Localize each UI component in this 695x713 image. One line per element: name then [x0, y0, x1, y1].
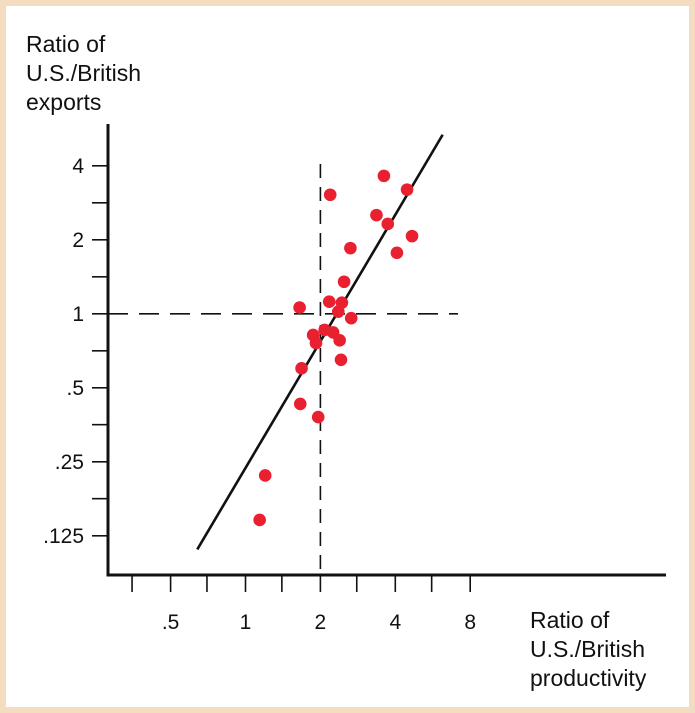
- data-point: [323, 188, 337, 202]
- data-point: [253, 513, 266, 527]
- reference-lines: [108, 164, 458, 575]
- axes: [106, 124, 666, 577]
- data-point: [381, 217, 395, 231]
- y-tick-label: .125: [43, 525, 84, 548]
- y-tick-label: .25: [55, 451, 84, 474]
- data-point: [344, 241, 357, 255]
- data-point: [335, 296, 349, 309]
- data-point: [344, 311, 358, 325]
- y-axis-title: Ratio of U.S./British exports: [26, 31, 141, 115]
- y-tick-label: 2: [72, 229, 84, 252]
- y-axis-ticks: .125 .25 .5 1 2 4: [43, 155, 108, 548]
- x-tick-label: 2: [315, 611, 327, 634]
- data-point: [334, 353, 348, 367]
- data-point: [390, 246, 404, 260]
- y-axis-title-line: Ratio of: [26, 31, 106, 57]
- data-point: [293, 301, 306, 314]
- data-point: [293, 397, 307, 411]
- data-point: [311, 410, 325, 424]
- x-tick-label: .5: [162, 611, 180, 634]
- data-point: [405, 229, 419, 243]
- x-axis-title-line: productivity: [530, 665, 647, 691]
- data-point: [333, 334, 346, 347]
- data-point: [377, 169, 391, 183]
- x-axis-title-line: U.S./British: [530, 636, 645, 662]
- x-tick-label: 4: [389, 611, 401, 634]
- scatter-chart: Ratio of U.S./British exports Ratio of U.S.…: [26, 31, 666, 691]
- x-axis-ticks: .5 1 2 4 8: [131, 575, 476, 634]
- y-axis-title-line: exports: [26, 89, 101, 115]
- data-point: [400, 183, 414, 196]
- data-point: [295, 362, 308, 375]
- x-axis-title-line: Ratio of: [530, 607, 610, 633]
- y-tick-label: 4: [72, 155, 84, 178]
- y-tick-label: 1: [72, 303, 84, 326]
- data-point: [337, 275, 351, 289]
- data-point: [258, 469, 272, 482]
- data-points: [253, 169, 419, 527]
- x-axis-title: Ratio of U.S./British productivity: [530, 607, 647, 691]
- x-tick-label: 8: [464, 611, 476, 634]
- data-point: [322, 295, 336, 309]
- data-point: [309, 336, 323, 350]
- x-tick-label: 1: [240, 611, 252, 634]
- y-axis-title-line: U.S./British: [26, 60, 141, 86]
- data-point: [370, 208, 383, 222]
- y-tick-label: .5: [66, 377, 84, 400]
- chart-panel: Ratio of U.S./British exports Ratio of U.S.…: [6, 6, 689, 707]
